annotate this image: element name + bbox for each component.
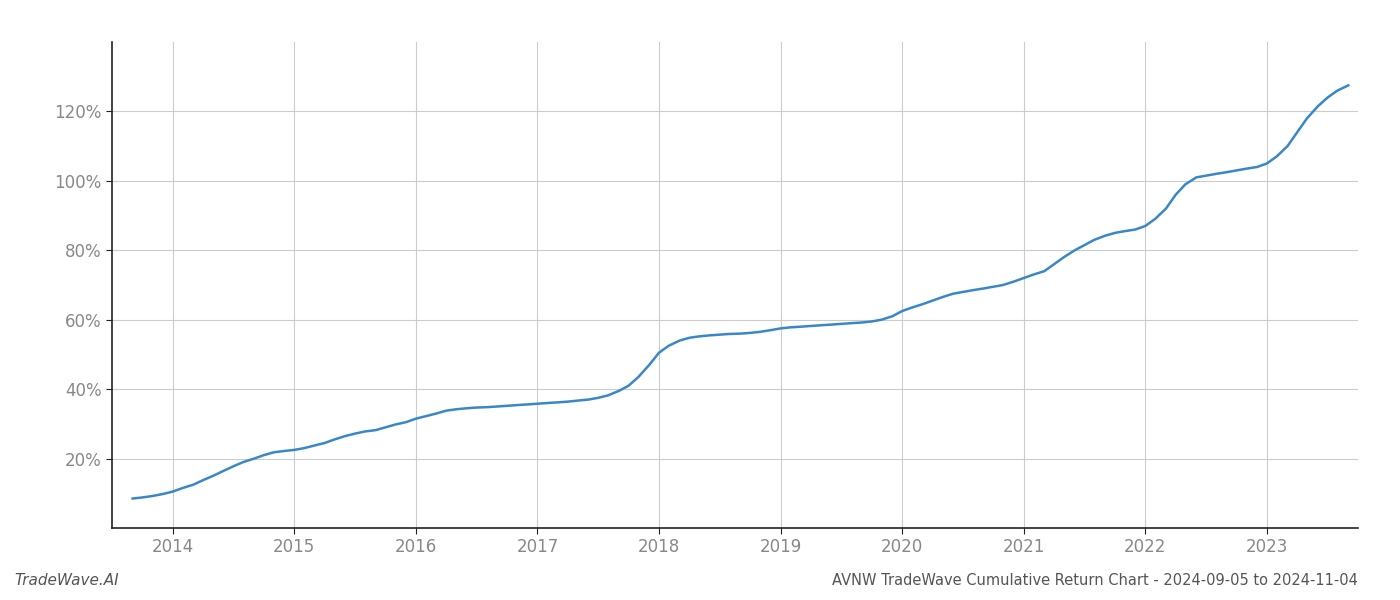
Text: TradeWave.AI: TradeWave.AI <box>14 573 119 588</box>
Text: AVNW TradeWave Cumulative Return Chart - 2024-09-05 to 2024-11-04: AVNW TradeWave Cumulative Return Chart -… <box>832 573 1358 588</box>
